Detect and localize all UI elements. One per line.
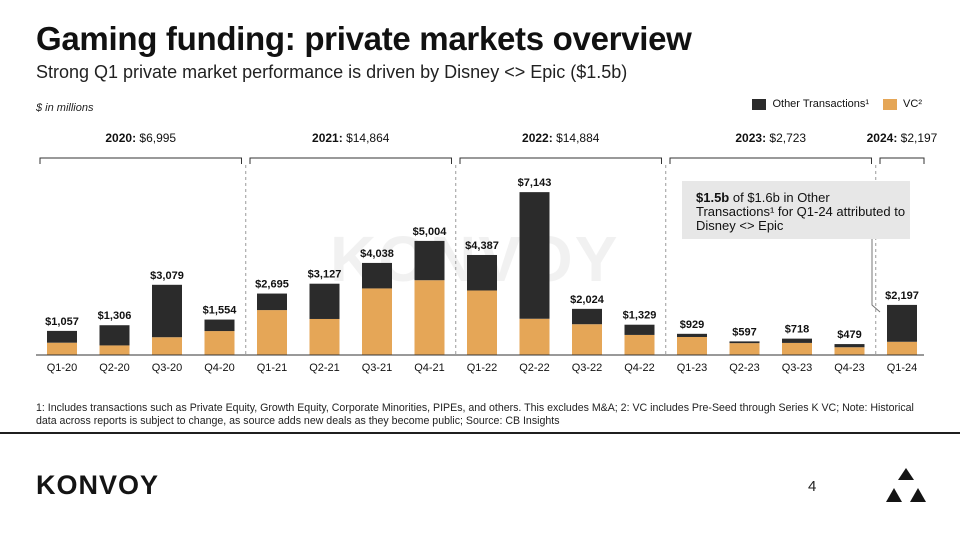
bar-total-label: $7,143 bbox=[518, 177, 552, 189]
x-tick-label: Q2-22 bbox=[519, 362, 550, 374]
footer-divider bbox=[0, 432, 960, 434]
bar-vc-q3-20 bbox=[152, 337, 182, 355]
page-title: Gaming funding: private markets overview bbox=[36, 20, 692, 57]
x-tick-label: Q3-21 bbox=[362, 362, 393, 374]
x-tick-label: Q1-21 bbox=[257, 362, 288, 374]
bar-other-q2-21 bbox=[309, 283, 340, 319]
bar-vc-q2-22 bbox=[519, 318, 550, 355]
year-bracket bbox=[459, 157, 662, 164]
x-tick-label: Q4-22 bbox=[624, 362, 655, 374]
bar-total-label: $2,695 bbox=[255, 279, 289, 291]
bar-vc-q2-23 bbox=[729, 343, 760, 355]
bar-total-label: $1,554 bbox=[203, 305, 238, 317]
year-total-label: 2021: $14,864 bbox=[312, 131, 390, 145]
x-tick-label: Q4-21 bbox=[414, 362, 445, 374]
bar-total-label: $1,057 bbox=[45, 316, 79, 328]
bar-other-q1-20 bbox=[47, 330, 77, 343]
bar-vc-q4-23 bbox=[834, 347, 865, 355]
bar-total-label: $2,197 bbox=[885, 290, 919, 302]
bar-vc-q4-21 bbox=[414, 280, 445, 355]
bar-total-label: $5,004 bbox=[413, 226, 448, 238]
bar-total-label: $718 bbox=[785, 324, 809, 336]
bar-other-q2-22 bbox=[519, 192, 550, 319]
bar-total-label: $929 bbox=[680, 319, 704, 331]
bar-vc-q1-20 bbox=[47, 342, 77, 355]
callout-box: $1.5b of $1.6b in Other Transactions¹ fo… bbox=[682, 181, 910, 239]
bar-total-label: $4,038 bbox=[360, 248, 394, 260]
bar-total-label: $4,387 bbox=[465, 240, 499, 252]
bar-other-q1-24 bbox=[887, 304, 917, 342]
x-tick-label: Q3-20 bbox=[152, 362, 183, 374]
bar-vc-q2-20 bbox=[99, 345, 130, 355]
bar-other-q3-21 bbox=[362, 262, 392, 289]
bar-other-q3-22 bbox=[572, 308, 602, 325]
bar-total-label: $479 bbox=[837, 329, 861, 341]
x-tick-label: Q3-22 bbox=[572, 362, 603, 374]
footnote: 1: Includes transactions such as Private… bbox=[36, 402, 914, 427]
page-subtitle: Strong Q1 private market performance is … bbox=[36, 62, 628, 82]
legend-item-other: Other Transactions¹ bbox=[752, 98, 869, 110]
bar-other-q4-20 bbox=[204, 319, 235, 332]
x-tick-label: Q4-23 bbox=[834, 362, 865, 374]
bar-other-q3-20 bbox=[152, 284, 182, 338]
bar-other-q3-23 bbox=[782, 338, 812, 343]
konvoy-mark-icon bbox=[886, 468, 926, 502]
legend-item-vc: VC² bbox=[883, 98, 922, 110]
bar-other-q4-21 bbox=[414, 240, 445, 281]
x-tick-label: Q4-20 bbox=[204, 362, 235, 374]
bar-vc-q4-22 bbox=[624, 334, 655, 355]
callout-bold: $1.5b bbox=[696, 190, 730, 205]
year-bracket bbox=[879, 157, 925, 164]
bar-total-label: $3,079 bbox=[150, 270, 184, 282]
bar-vc-q1-22 bbox=[467, 290, 497, 355]
year-total-label: 2020: $6,995 bbox=[105, 131, 176, 145]
year-bracket bbox=[39, 157, 242, 164]
x-tick-label: Q1-24 bbox=[887, 362, 918, 374]
x-tick-label: Q2-23 bbox=[729, 362, 760, 374]
bar-vc-q3-23 bbox=[782, 342, 812, 355]
bar-vc-q4-20 bbox=[204, 331, 235, 355]
bar-other-q4-23 bbox=[834, 344, 865, 348]
legend-label-other: Other Transactions¹ bbox=[772, 98, 870, 110]
funding-bar-chart: 2020: $6,995 2021: $14,864 2022: $14,884 20… bbox=[36, 131, 938, 374]
x-tick-label: Q1-22 bbox=[467, 362, 498, 374]
bar-other-q2-20 bbox=[99, 325, 130, 346]
bar-other-q1-23 bbox=[677, 333, 707, 337]
callout-body: of $1.6b in Other Transactions¹ for Q1-2… bbox=[696, 190, 906, 233]
bar-other-q1-22 bbox=[467, 254, 497, 291]
bar-total-label: $3,127 bbox=[308, 269, 342, 281]
bar-vc-q3-21 bbox=[362, 288, 392, 355]
year-bracket bbox=[249, 157, 452, 164]
callout-text: $1.5b of $1.6b in Other Transactions¹ fo… bbox=[696, 191, 906, 233]
bar-other-q4-22 bbox=[624, 324, 655, 335]
page-number: 4 bbox=[808, 478, 817, 495]
year-total-label: 2024: $2,197 bbox=[867, 131, 938, 145]
x-tick-label: Q2-21 bbox=[309, 362, 340, 374]
bar-total-label: $1,329 bbox=[623, 310, 657, 322]
x-tick-label: Q1-23 bbox=[677, 362, 708, 374]
unit-label: $ in millions bbox=[36, 102, 94, 114]
bar-other-q1-21 bbox=[257, 293, 287, 311]
konvoy-logo: KONVOY bbox=[36, 470, 160, 500]
x-tick-label: Q1-20 bbox=[47, 362, 78, 374]
x-tick-label: Q2-20 bbox=[99, 362, 130, 374]
legend-swatch-vc bbox=[883, 98, 898, 110]
bar-vc-q2-21 bbox=[309, 318, 340, 355]
bar-total-label: $1,306 bbox=[98, 310, 132, 322]
x-tick-label: Q3-23 bbox=[782, 362, 813, 374]
bar-total-label: $597 bbox=[732, 326, 756, 338]
bar-total-label: $2,024 bbox=[570, 294, 605, 306]
year-total-label: 2023: $2,723 bbox=[735, 131, 806, 145]
year-bracket bbox=[669, 157, 872, 164]
bar-vc-q3-22 bbox=[572, 324, 602, 355]
legend-swatch-other bbox=[752, 98, 767, 110]
bar-other-q2-23 bbox=[729, 341, 760, 344]
legend-label-vc: VC² bbox=[903, 98, 922, 110]
year-total-label: 2022: $14,884 bbox=[522, 131, 600, 145]
bar-vc-q1-24 bbox=[887, 341, 917, 355]
bar-vc-q1-23 bbox=[677, 336, 707, 355]
bar-vc-q1-21 bbox=[257, 310, 287, 355]
chart-legend: Other Transactions¹ VC² bbox=[752, 98, 922, 110]
